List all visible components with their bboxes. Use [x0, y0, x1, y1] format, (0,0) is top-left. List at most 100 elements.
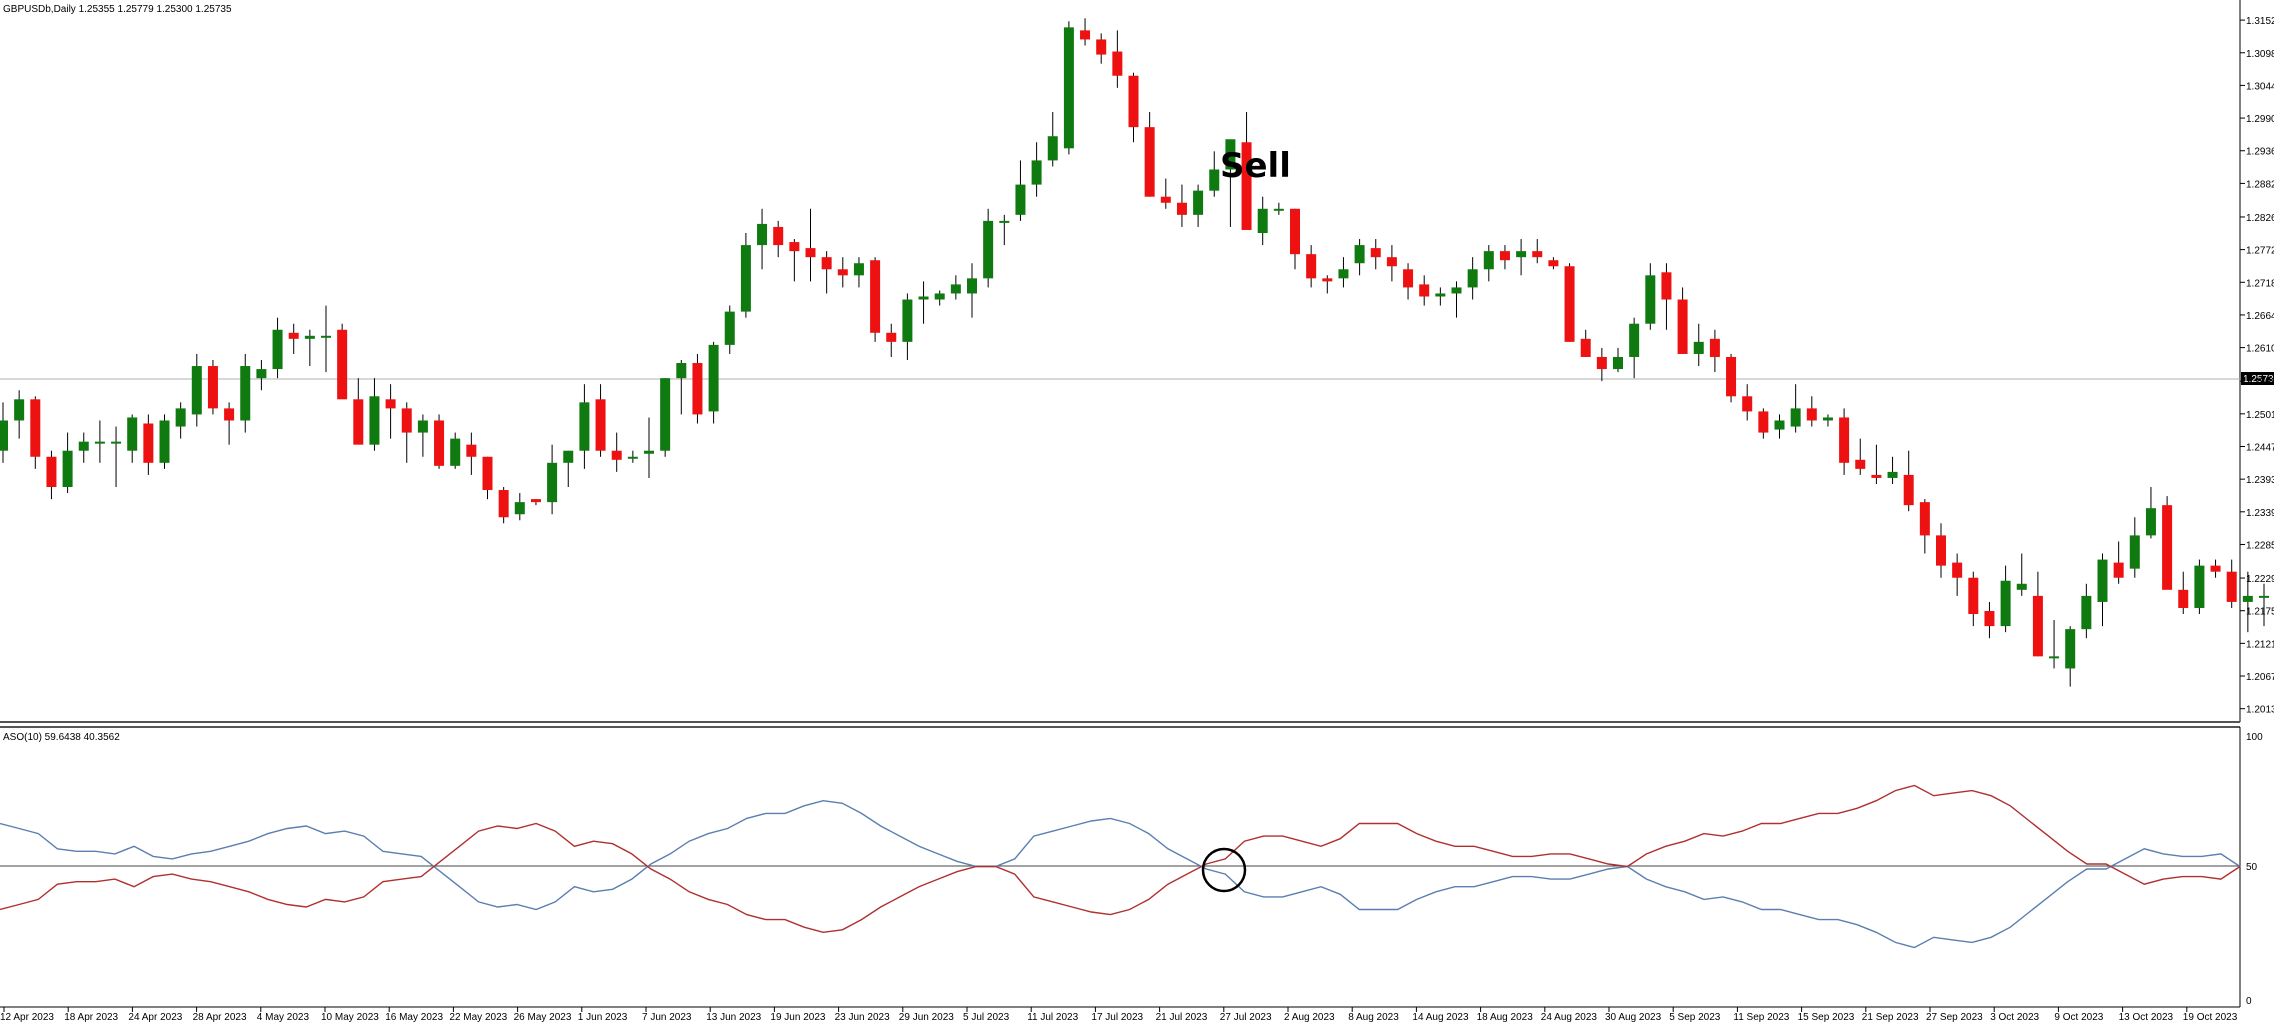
candle: [789, 239, 800, 282]
candle-body: [14, 399, 25, 421]
candle-body: [127, 417, 138, 451]
candle: [1806, 396, 1817, 427]
candle: [1386, 245, 1397, 282]
candle: [2210, 559, 2221, 578]
candle: [62, 432, 73, 494]
date-tick-label: 13 Jun 2023: [706, 1012, 761, 1023]
candle: [1839, 408, 1850, 475]
candle-body: [434, 420, 445, 466]
candle: [1160, 178, 1171, 209]
candle-body: [2194, 565, 2205, 608]
candle: [482, 456, 493, 500]
date-tick-label: 13 Oct 2023: [2119, 1012, 2174, 1023]
candle-body: [1435, 293, 1446, 297]
candle-body: [272, 329, 283, 370]
candle: [837, 257, 848, 288]
candle: [1467, 257, 1478, 300]
candle: [1532, 239, 1543, 264]
candle-body: [821, 257, 832, 270]
candle-body: [369, 396, 380, 445]
candle-body: [902, 299, 913, 342]
osc-tick-100: 100: [2246, 732, 2263, 743]
candle: [1629, 317, 1640, 379]
candle-body: [983, 220, 994, 279]
candle-body: [111, 441, 122, 444]
candle-body: [1483, 251, 1494, 270]
candle-body: [999, 220, 1010, 223]
candle: [127, 414, 138, 463]
price-tick-label: 1.20135: [2246, 705, 2274, 716]
candle-body: [1871, 474, 1882, 478]
candle-body: [1419, 284, 1430, 297]
candle-body: [256, 369, 267, 379]
sell-annotation: Sell: [1220, 146, 1291, 186]
current-price-label: 1.25735: [2243, 374, 2274, 385]
candle: [1968, 571, 1979, 627]
candle-body: [1096, 39, 1107, 55]
candle: [401, 402, 412, 463]
price-tick-label: 1.27185: [2246, 278, 2274, 289]
candle-body: [886, 332, 897, 342]
candle: [288, 323, 299, 354]
date-tick-label: 27 Jul 2023: [1220, 1012, 1272, 1023]
candle-body: [1548, 260, 1559, 267]
candle: [1483, 245, 1494, 282]
candle: [660, 378, 671, 457]
candle-body: [1080, 30, 1091, 40]
candle-body: [530, 499, 541, 503]
date-tick-label: 24 Aug 2023: [1541, 1012, 1598, 1023]
candle: [1354, 239, 1365, 276]
date-tick-label: 4 May 2023: [257, 1012, 310, 1023]
candle: [1774, 414, 1785, 439]
candle-body: [466, 444, 477, 457]
date-tick-label: 29 Jun 2023: [899, 1012, 954, 1023]
price-tick-label: 1.29900: [2246, 114, 2274, 125]
candle-body: [450, 438, 461, 466]
candle-body: [30, 399, 41, 457]
candle-body: [0, 420, 8, 451]
candle: [240, 353, 251, 433]
candle-body: [1160, 196, 1171, 203]
candle-body: [1709, 338, 1720, 357]
candle: [2065, 626, 2076, 687]
candle: [1370, 239, 1381, 270]
candle: [1645, 263, 1656, 330]
date-tick-label: 1 Jun 2023: [578, 1012, 628, 1023]
candle-body: [1661, 272, 1672, 300]
candle-body: [1984, 610, 1995, 627]
candle: [611, 432, 622, 472]
candle: [934, 290, 945, 306]
candle: [1176, 184, 1187, 227]
candle-body: [1467, 269, 1478, 288]
candle: [1306, 245, 1317, 288]
candle: [902, 293, 913, 360]
candle-body: [2113, 562, 2124, 578]
candle: [1516, 239, 1527, 276]
candle-body: [2178, 589, 2189, 608]
candle-body: [1015, 184, 1026, 215]
price-tick-label: 1.21755: [2246, 607, 2274, 618]
candle: [417, 414, 428, 457]
candle: [950, 275, 961, 300]
candles: [0, 18, 2269, 687]
candle: [1564, 263, 1575, 342]
candle-body: [1806, 408, 1817, 421]
candle: [2194, 559, 2205, 615]
candle-body: [1209, 169, 1220, 191]
date-tick-label: 22 May 2023: [449, 1012, 507, 1023]
candle-body: [1564, 266, 1575, 342]
bulls-line: [0, 784, 2241, 934]
candle: [2145, 487, 2156, 539]
candle-body: [579, 402, 590, 451]
candle-body: [1241, 142, 1252, 230]
candle: [1063, 21, 1074, 155]
candle-body: [2016, 583, 2027, 590]
candle-body: [1225, 139, 1236, 170]
candle-body: [1839, 417, 1850, 463]
candle: [1080, 18, 1091, 46]
candle: [175, 402, 186, 439]
candle-body: [94, 441, 105, 444]
price-tick-label: 1.30440: [2246, 81, 2274, 92]
candle: [1693, 323, 1704, 367]
date-tick-label: 19 Jun 2023: [770, 1012, 825, 1023]
